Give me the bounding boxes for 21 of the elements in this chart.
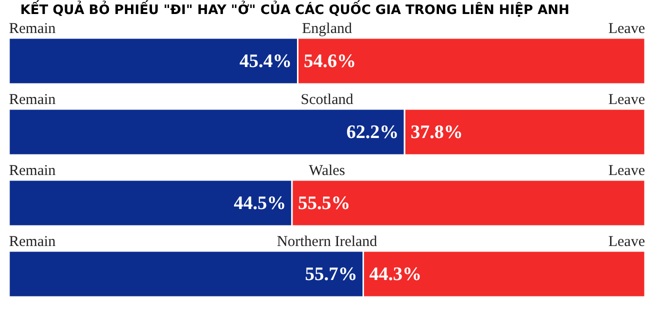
data-label: 62.2% (346, 122, 399, 143)
data-label: 45.4% (239, 51, 292, 72)
chart-title: England (302, 21, 352, 37)
chart-title: Northern Ireland (276, 234, 378, 250)
data-label: 37.8% (410, 122, 463, 143)
series-label: Remain (9, 21, 56, 37)
data-label: 44.3% (369, 264, 422, 285)
chart-title: Scotland (300, 92, 354, 108)
data-label: 44.5% (234, 193, 286, 214)
series-label: Remain (9, 163, 56, 179)
series-label: Remain (9, 92, 56, 108)
series-label: Leave (608, 234, 646, 250)
series-label: Leave (608, 21, 646, 37)
chart-title: Wales (308, 163, 346, 179)
data-label: 55.7% (305, 264, 358, 285)
series-label: Leave (608, 92, 646, 108)
text: KẾT QUẢ BỎ PHIẾU "ĐI" HAY "Ở" CỦA CÁC QUỐC GIA TRONG LIÊN HIỆP ANH (20, 0, 570, 18)
series-label: Remain (9, 234, 56, 250)
data-label: 55.5% (298, 193, 350, 214)
series-label: Leave (608, 163, 646, 179)
data-label: 54.6% (304, 51, 356, 72)
